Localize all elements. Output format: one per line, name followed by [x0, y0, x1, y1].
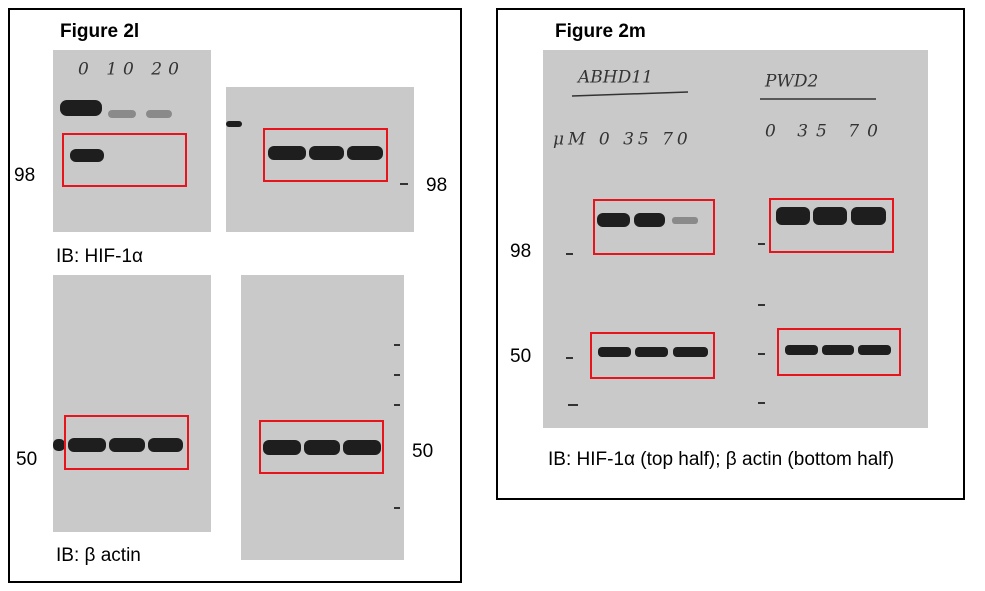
highlight-box — [769, 198, 894, 253]
panel-2l: Figure 2l 0 10 20 98 98 IB: HIF-1α 50 — [8, 8, 462, 583]
highlight-box — [263, 128, 388, 182]
caption: IB: HIF-1α — [56, 246, 143, 267]
panel-frame — [496, 8, 965, 500]
sample-label: ABHD11 — [576, 68, 653, 88]
highlight-box — [777, 328, 901, 376]
band — [60, 100, 102, 116]
band — [851, 207, 886, 225]
lane-labels: 0 10 20 — [78, 60, 185, 80]
blot — [543, 50, 928, 428]
panel-title: Figure 2m — [555, 21, 646, 42]
panel-frame — [8, 8, 462, 583]
band — [53, 439, 65, 451]
band — [304, 440, 340, 455]
blot — [53, 50, 211, 232]
band — [634, 213, 665, 227]
panel-title: Figure 2l — [60, 21, 139, 42]
highlight-box — [590, 332, 715, 379]
marker-label: 50 — [510, 346, 531, 367]
lane-labels: 0 35 70 — [765, 122, 886, 142]
band — [785, 345, 818, 355]
underline — [571, 91, 689, 97]
band — [263, 440, 301, 455]
band — [822, 345, 854, 355]
band — [148, 438, 183, 452]
band — [109, 438, 145, 452]
highlight-box — [64, 415, 189, 470]
highlight-box — [593, 199, 715, 255]
band — [68, 438, 106, 452]
band — [813, 207, 847, 225]
caption: IB: β actin — [56, 545, 141, 566]
band — [598, 347, 631, 357]
band — [343, 440, 381, 455]
band — [70, 149, 104, 162]
panel-2m: Figure 2m ABHD11 PWD2 μM 0 35 70 0 35 70… — [496, 8, 965, 500]
band — [268, 146, 306, 160]
band — [672, 217, 698, 224]
sample-label: PWD2 — [764, 72, 818, 92]
marker-label: 98 — [14, 165, 35, 186]
marker-label: 50 — [412, 441, 433, 462]
blot — [241, 275, 404, 560]
highlight-box — [62, 133, 187, 187]
band — [146, 110, 172, 118]
band — [226, 121, 242, 127]
marker-label: 50 — [16, 449, 37, 470]
band — [347, 146, 383, 160]
lane-labels: μM 0 35 70 — [553, 130, 692, 150]
band — [108, 110, 136, 118]
band — [776, 207, 810, 225]
marker-label: 98 — [510, 241, 531, 262]
band — [597, 213, 630, 227]
marker-label: 98 — [426, 175, 447, 196]
highlight-box — [259, 420, 384, 474]
band — [309, 146, 344, 160]
band — [858, 345, 891, 355]
band — [673, 347, 708, 357]
caption: IB: HIF-1α (top half); β actin (bottom h… — [548, 449, 894, 470]
band — [635, 347, 668, 357]
blot — [53, 275, 211, 532]
